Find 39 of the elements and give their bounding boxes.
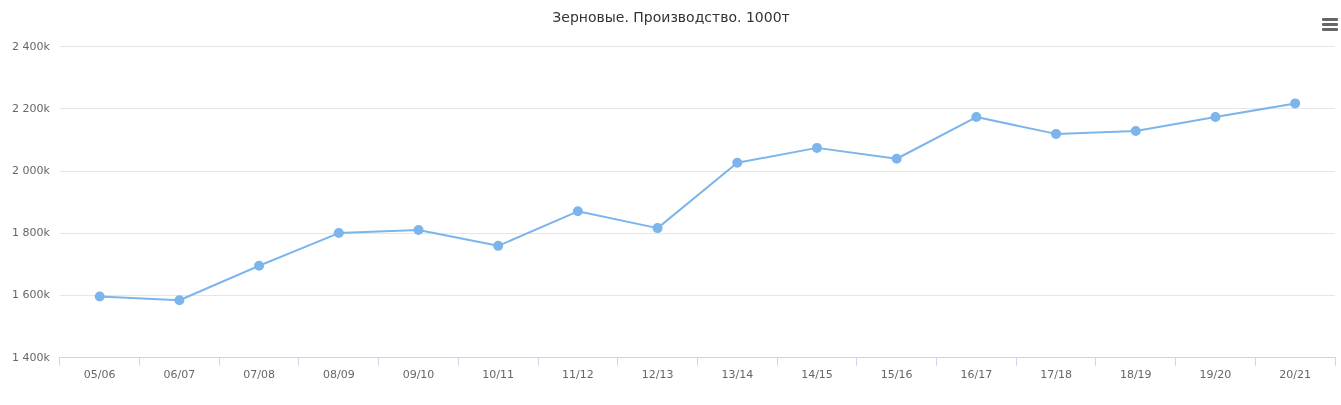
chart-title: Зерновые. Производство. 1000т	[552, 9, 790, 26]
point	[572, 206, 583, 217]
point	[811, 142, 822, 153]
point	[1051, 128, 1062, 139]
point	[1210, 112, 1221, 123]
x-tick-label: 09/10	[402, 368, 435, 382]
x-tick-label: 18/19	[1119, 368, 1152, 382]
point	[94, 291, 105, 302]
x-tick-label: 07/08	[243, 368, 275, 382]
point	[1290, 98, 1301, 109]
point	[413, 224, 424, 235]
x-tick-label: 17/18	[1040, 368, 1072, 382]
y-tick-label: 1 800k	[11, 226, 51, 240]
y-tick-label: 1 600k	[11, 288, 51, 302]
x-tick-label: 12/13	[641, 368, 674, 382]
point	[333, 228, 344, 239]
point	[891, 153, 902, 164]
x-tick-label: 16/17	[960, 368, 993, 382]
y-tick-label: 1 400k	[11, 350, 51, 364]
point	[732, 157, 743, 168]
x-tick-label: 05/06	[83, 368, 116, 382]
point	[174, 295, 185, 306]
x-tick-label: 20/21	[1279, 368, 1311, 382]
x-tick-label: 11/12	[562, 368, 594, 382]
point	[254, 260, 265, 271]
point	[971, 112, 982, 123]
x-tick-label: 10/11	[482, 368, 515, 382]
y-tick-label: 2 400k	[11, 39, 51, 53]
point	[652, 223, 663, 234]
x-tick-label: 13/14	[721, 368, 754, 382]
y-tick-label: 2 000k	[11, 164, 51, 178]
x-tick-label: 15/16	[880, 368, 913, 382]
y-tick-label: 2 200k	[11, 101, 51, 115]
x-tick-label: 08/09	[322, 368, 355, 382]
x-tick-label: 06/07	[163, 368, 196, 382]
point	[493, 240, 504, 251]
point	[1130, 126, 1141, 137]
x-tick-label: 19/20	[1199, 368, 1232, 382]
x-tick-label: 14/15	[801, 368, 833, 382]
